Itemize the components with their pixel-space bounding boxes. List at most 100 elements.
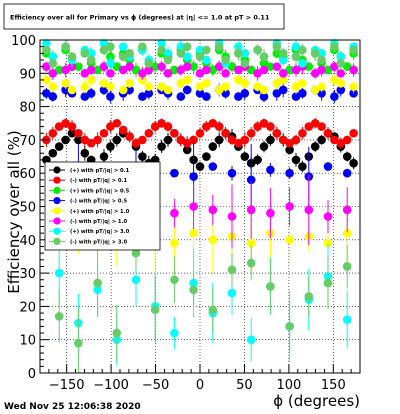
data-point	[266, 135, 275, 145]
data-point	[86, 88, 96, 98]
data-point	[182, 138, 192, 148]
data-point	[298, 88, 307, 98]
y-tick-label: 40	[19, 234, 36, 249]
data-point	[330, 135, 339, 145]
data-point	[157, 82, 166, 91]
data-point	[227, 62, 237, 71]
data-point	[157, 45, 166, 55]
data-point	[86, 65, 96, 75]
data-point	[266, 282, 275, 291]
data-point	[99, 85, 109, 95]
data-point	[138, 75, 147, 85]
data-point	[278, 85, 288, 95]
data-point	[259, 92, 269, 101]
data-point	[234, 75, 243, 85]
data-point	[227, 135, 237, 145]
data-point	[227, 265, 237, 275]
data-point	[234, 49, 243, 58]
data-point	[246, 175, 256, 185]
data-point	[182, 75, 192, 85]
legend-label: (-) with pT/|q| > 1.0	[70, 219, 127, 225]
data-point	[138, 92, 147, 101]
data-point	[342, 62, 352, 71]
data-point	[112, 328, 122, 338]
data-point	[214, 42, 224, 51]
data-point	[54, 122, 64, 131]
data-point	[144, 128, 154, 138]
data-point	[80, 82, 90, 91]
data-point	[176, 65, 186, 75]
legend-label: (-) with pT/|q| > 0.1	[70, 178, 127, 184]
data-point	[67, 52, 77, 61]
data-point	[208, 65, 218, 75]
data-point	[285, 168, 294, 178]
y-tick-label: 70	[19, 134, 36, 149]
data-point	[272, 42, 282, 51]
data-point	[80, 135, 90, 145]
data-point	[214, 62, 224, 71]
data-point	[125, 62, 134, 71]
data-point	[144, 82, 154, 91]
data-point	[227, 212, 237, 221]
data-point	[42, 45, 51, 55]
y-tick-label: 50	[19, 201, 36, 216]
data-point	[240, 135, 250, 145]
data-point	[93, 278, 102, 288]
data-point	[349, 88, 358, 98]
legend-frame	[44, 161, 161, 251]
data-point	[189, 62, 198, 71]
data-point	[240, 152, 250, 161]
data-point	[118, 52, 128, 61]
data-point	[221, 128, 230, 138]
data-point	[240, 59, 250, 68]
data-point	[208, 142, 218, 151]
data-point	[246, 65, 256, 75]
data-point	[54, 312, 64, 321]
data-point	[310, 85, 320, 95]
data-point	[189, 135, 198, 145]
legend-marker	[53, 207, 61, 215]
data-point	[304, 122, 314, 131]
data-point	[131, 65, 141, 75]
data-point	[170, 328, 179, 338]
y-tick-label: 20	[19, 300, 36, 315]
data-point	[208, 205, 218, 215]
legend-marker	[53, 237, 61, 245]
y-tick-label: 10	[19, 334, 36, 349]
data-point	[317, 65, 326, 75]
y-tick-label: 80	[19, 101, 36, 116]
data-point	[304, 62, 314, 71]
data-point	[221, 69, 230, 78]
data-point	[259, 118, 269, 128]
legend-marker	[53, 217, 61, 225]
data-point	[285, 145, 294, 155]
data-point	[336, 78, 346, 88]
data-point	[349, 45, 358, 55]
data-point	[48, 128, 58, 138]
data-point	[99, 39, 109, 48]
data-point	[189, 172, 198, 181]
data-point	[323, 238, 333, 248]
data-point	[42, 62, 51, 71]
data-point	[234, 138, 243, 148]
data-point	[291, 155, 301, 165]
data-point	[253, 45, 262, 55]
data-point	[208, 162, 218, 171]
data-point	[80, 148, 90, 158]
data-point	[125, 132, 134, 141]
legend-marker	[53, 186, 61, 194]
data-point	[342, 228, 352, 238]
data-point	[170, 168, 179, 178]
data-point	[336, 85, 346, 95]
data-point	[182, 85, 192, 95]
data-point	[61, 118, 70, 128]
data-point	[349, 128, 358, 138]
data-point	[298, 128, 307, 138]
data-point	[330, 92, 339, 101]
data-point	[182, 52, 192, 61]
data-point	[336, 59, 346, 68]
data-point	[202, 55, 211, 65]
data-point	[330, 62, 339, 71]
data-point	[342, 315, 352, 325]
